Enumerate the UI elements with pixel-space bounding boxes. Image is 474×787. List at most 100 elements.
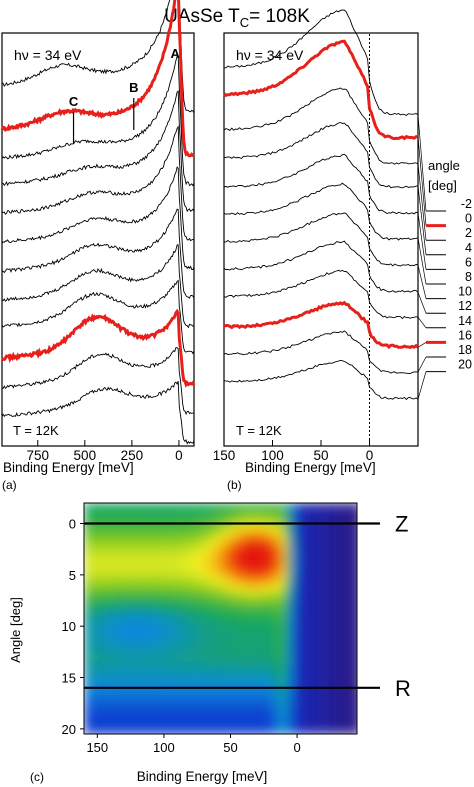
panel-c-frame (83, 502, 358, 735)
tick-label: 500 (74, 448, 97, 463)
panel-b-photon-energy: hν = 34 eV (236, 47, 304, 63)
cut-label-R: R (395, 676, 411, 701)
spectrum-angle-2 (223, 87, 419, 165)
spectrum-angle-10 (224, 212, 419, 267)
legend-leader--2 (417, 114, 427, 212)
spectrum-angle-20 (1, 380, 195, 445)
tick-label: 0 (175, 448, 183, 463)
panel-a-label: (a) (2, 478, 17, 492)
tick-label: 5 (69, 568, 76, 583)
legend-label-0: 0 (465, 212, 472, 226)
legend-label-12: 12 (458, 299, 472, 313)
tick-label: 0 (366, 448, 374, 463)
panel-c-ylabel: Angle [deg] (8, 597, 23, 663)
panel-c-label: (c) (30, 770, 44, 784)
figure-title: UAsSe TC= 108K (164, 6, 310, 30)
tick-label: 10 (62, 619, 76, 634)
spectrum-angle-20 (223, 359, 419, 401)
legend-leader-14 (417, 316, 427, 329)
legend-leader-6 (417, 213, 427, 270)
panel-b-xlabel: Binding Energy [meV] (245, 460, 376, 475)
tick-label: 100 (261, 448, 284, 463)
legend-label-6: 6 (465, 255, 472, 269)
tick-label: 750 (26, 448, 49, 463)
spectrum-angle-12 (1, 244, 195, 329)
panel-c-yticks: 0 5 10 15 20 (62, 517, 84, 737)
panel-b-label: (b) (227, 478, 242, 492)
legend-leader-10 (417, 265, 427, 299)
spectrum-angle-14 (223, 269, 419, 320)
panel-b-temperature: T = 12K (236, 423, 282, 438)
legend-label-18: 18 (458, 343, 472, 357)
tick-label: 15 (62, 671, 76, 686)
peak-label-B: B (129, 80, 138, 95)
panel-a-peak-labels: A B C (69, 46, 180, 144)
spectrum-angle-0 (222, 39, 419, 141)
legend-leader-0 (417, 136, 427, 226)
tick-label: 150 (213, 448, 236, 463)
legend-leader-16 (417, 342, 427, 348)
tick-label: 50 (313, 448, 328, 463)
legend-leader-2 (417, 163, 427, 241)
spectrum-angle-4 (1, 90, 195, 213)
legend-label-14: 14 (458, 314, 472, 328)
tick-label: 150 (86, 740, 108, 755)
tick-label: 0 (69, 517, 76, 532)
panel-b-spectra (222, 9, 419, 401)
spectrum-angle-18 (1, 347, 195, 416)
heatmap-area (84, 503, 357, 734)
peak-label-A: A (170, 46, 180, 61)
legend-label--2: -2 (461, 197, 472, 211)
legend-title-angle: angle (428, 158, 460, 173)
legend-leader-20 (417, 371, 427, 400)
spectrum-angle-6 (223, 153, 419, 215)
tick-label: 0 (293, 740, 300, 755)
spectrum-angle-2 (1, 55, 195, 187)
legend-leader-8 (417, 237, 427, 285)
spectrum-angle-16 (1, 308, 196, 388)
cut-label-Z: Z (395, 512, 408, 537)
legend-leader-4 (417, 185, 427, 255)
spectrum-angle-16 (223, 300, 419, 350)
legend-title-unit: [deg] (428, 178, 457, 193)
spectrum-angle--2 (1, 0, 195, 114)
legend-label-10: 10 (458, 285, 472, 299)
legend-leader-12 (417, 292, 427, 314)
panel-a-xlabel: Binding Energy [meV] (3, 460, 134, 475)
spectrum-angle-8 (1, 166, 195, 270)
tick-label: 50 (223, 740, 237, 755)
spectrum-angle-18 (223, 330, 419, 375)
panel-b-xticks: 150 100 50 0 (213, 440, 374, 463)
panel-a-temperature: T = 12K (13, 423, 59, 438)
panel-a: 750 500 250 0 A B C hν = 34 eV T = 12K Bindin… (0, 0, 196, 492)
tick-label: 100 (153, 740, 175, 755)
panel-b: 150 100 50 0 hν = 34 eV T = 12K Binding Ene… (213, 9, 472, 492)
spectrum-angle-8 (223, 182, 419, 241)
spectrum-angle-10 (1, 208, 195, 299)
legend-label-8: 8 (465, 270, 472, 284)
spectrum-angle-12 (223, 240, 419, 293)
tick-label: 250 (121, 448, 144, 463)
spectrum-angle--2 (223, 9, 419, 117)
panel-a-xticks: 750 500 250 0 (26, 440, 183, 463)
spectrum-angle-6 (1, 125, 195, 242)
legend-leader-18 (417, 356, 427, 373)
spectrum-angle-4 (223, 122, 419, 189)
panel-a-spectra (0, 0, 196, 445)
panel-c-xlabel: Binding Energy [meV] (137, 769, 268, 784)
spectrum-angle-0 (0, 0, 194, 158)
tick-label: 20 (62, 722, 76, 737)
cut-lines: ZR (84, 512, 411, 701)
legend-label-16: 16 (458, 328, 472, 342)
spectrum-angle-14 (1, 279, 195, 355)
legend-label-2: 2 (465, 226, 472, 240)
legend-label-4: 4 (465, 241, 472, 255)
panel-a-photon-energy: hν = 34 eV (14, 47, 82, 63)
panel-c-xticks: 150 100 50 0 (86, 734, 301, 755)
legend-label-20: 20 (458, 358, 472, 372)
peak-label-C: C (69, 94, 79, 109)
